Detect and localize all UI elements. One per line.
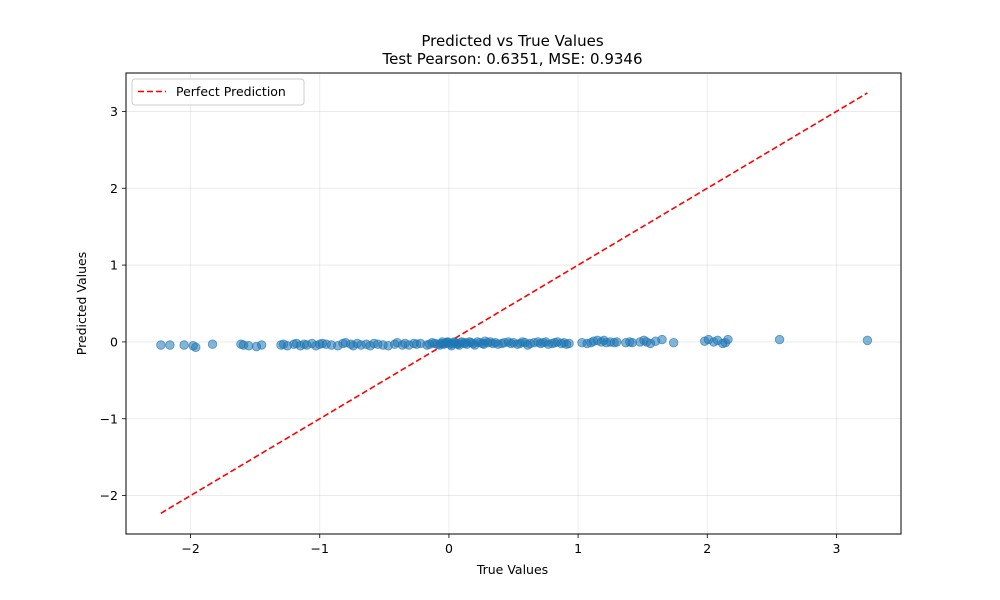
y-tick-label: 3 [110,104,118,119]
x-tick-label: −1 [311,541,329,556]
scatter-point [627,337,638,348]
x-axis-label: True Values [476,562,548,577]
y-axis-label: Predicted Values [74,252,89,356]
x-tick-label: 3 [832,541,840,556]
x-axis-ticks: −2 −1 0 1 2 3 [181,534,840,556]
scatter-point [165,340,175,350]
chart-title: Predicted vs True Values [421,32,603,50]
x-tick-label: 1 [574,541,582,556]
scatter-point [179,340,189,350]
legend-box [131,78,305,106]
perfect-prediction-line [160,92,868,514]
scatter-point [156,340,166,350]
scatter-point [256,340,267,350]
scatter-point [612,337,622,347]
y-tick-label: −2 [100,488,118,503]
scatter-point [668,337,679,348]
y-tick-label: −1 [100,411,118,426]
reference-line-layer [160,92,868,514]
scatter-point [862,335,873,346]
scatter-point [657,334,667,345]
x-tick-label: 2 [703,541,711,556]
scatter-point [723,334,733,345]
y-tick-label: 0 [110,334,118,349]
y-tick-label: 1 [110,258,118,273]
scatter-point [191,342,201,352]
legend: Perfect Prediction [131,78,305,106]
scatter-point [774,334,785,345]
x-tick-label: 0 [445,541,453,556]
y-axis-ticks: −2 −1 0 1 2 3 [100,104,126,503]
x-tick-label: −2 [181,541,199,556]
scatter-point [564,338,574,349]
scatter-points [156,334,873,352]
scatter-point [207,339,218,349]
plot-frame [125,72,902,535]
scatter-point [244,341,254,351]
chart-subtitle: Test Pearson: 0.6351, MSE: 0.9346 [382,50,643,68]
grid-lines [126,73,901,534]
y-tick-label: 2 [110,181,118,196]
legend-label: Perfect Prediction [176,84,286,99]
